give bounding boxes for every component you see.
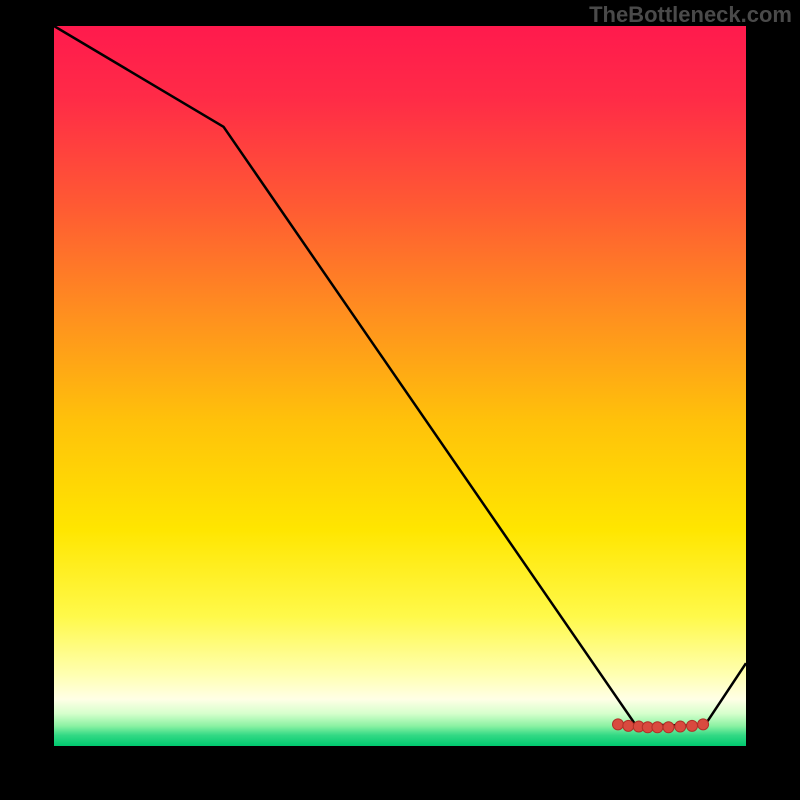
data-marker: [652, 722, 663, 733]
data-marker: [623, 720, 634, 731]
data-marker: [698, 719, 709, 730]
plot-area: [54, 26, 746, 746]
data-marker: [675, 721, 686, 732]
data-marker: [687, 720, 698, 731]
watermark-text: TheBottleneck.com: [589, 2, 792, 28]
chart-container: TheBottleneck.com: [0, 0, 800, 800]
data-marker: [663, 722, 674, 733]
data-marker: [612, 719, 623, 730]
gradient-background: [54, 26, 746, 746]
chart-svg: [54, 26, 746, 746]
